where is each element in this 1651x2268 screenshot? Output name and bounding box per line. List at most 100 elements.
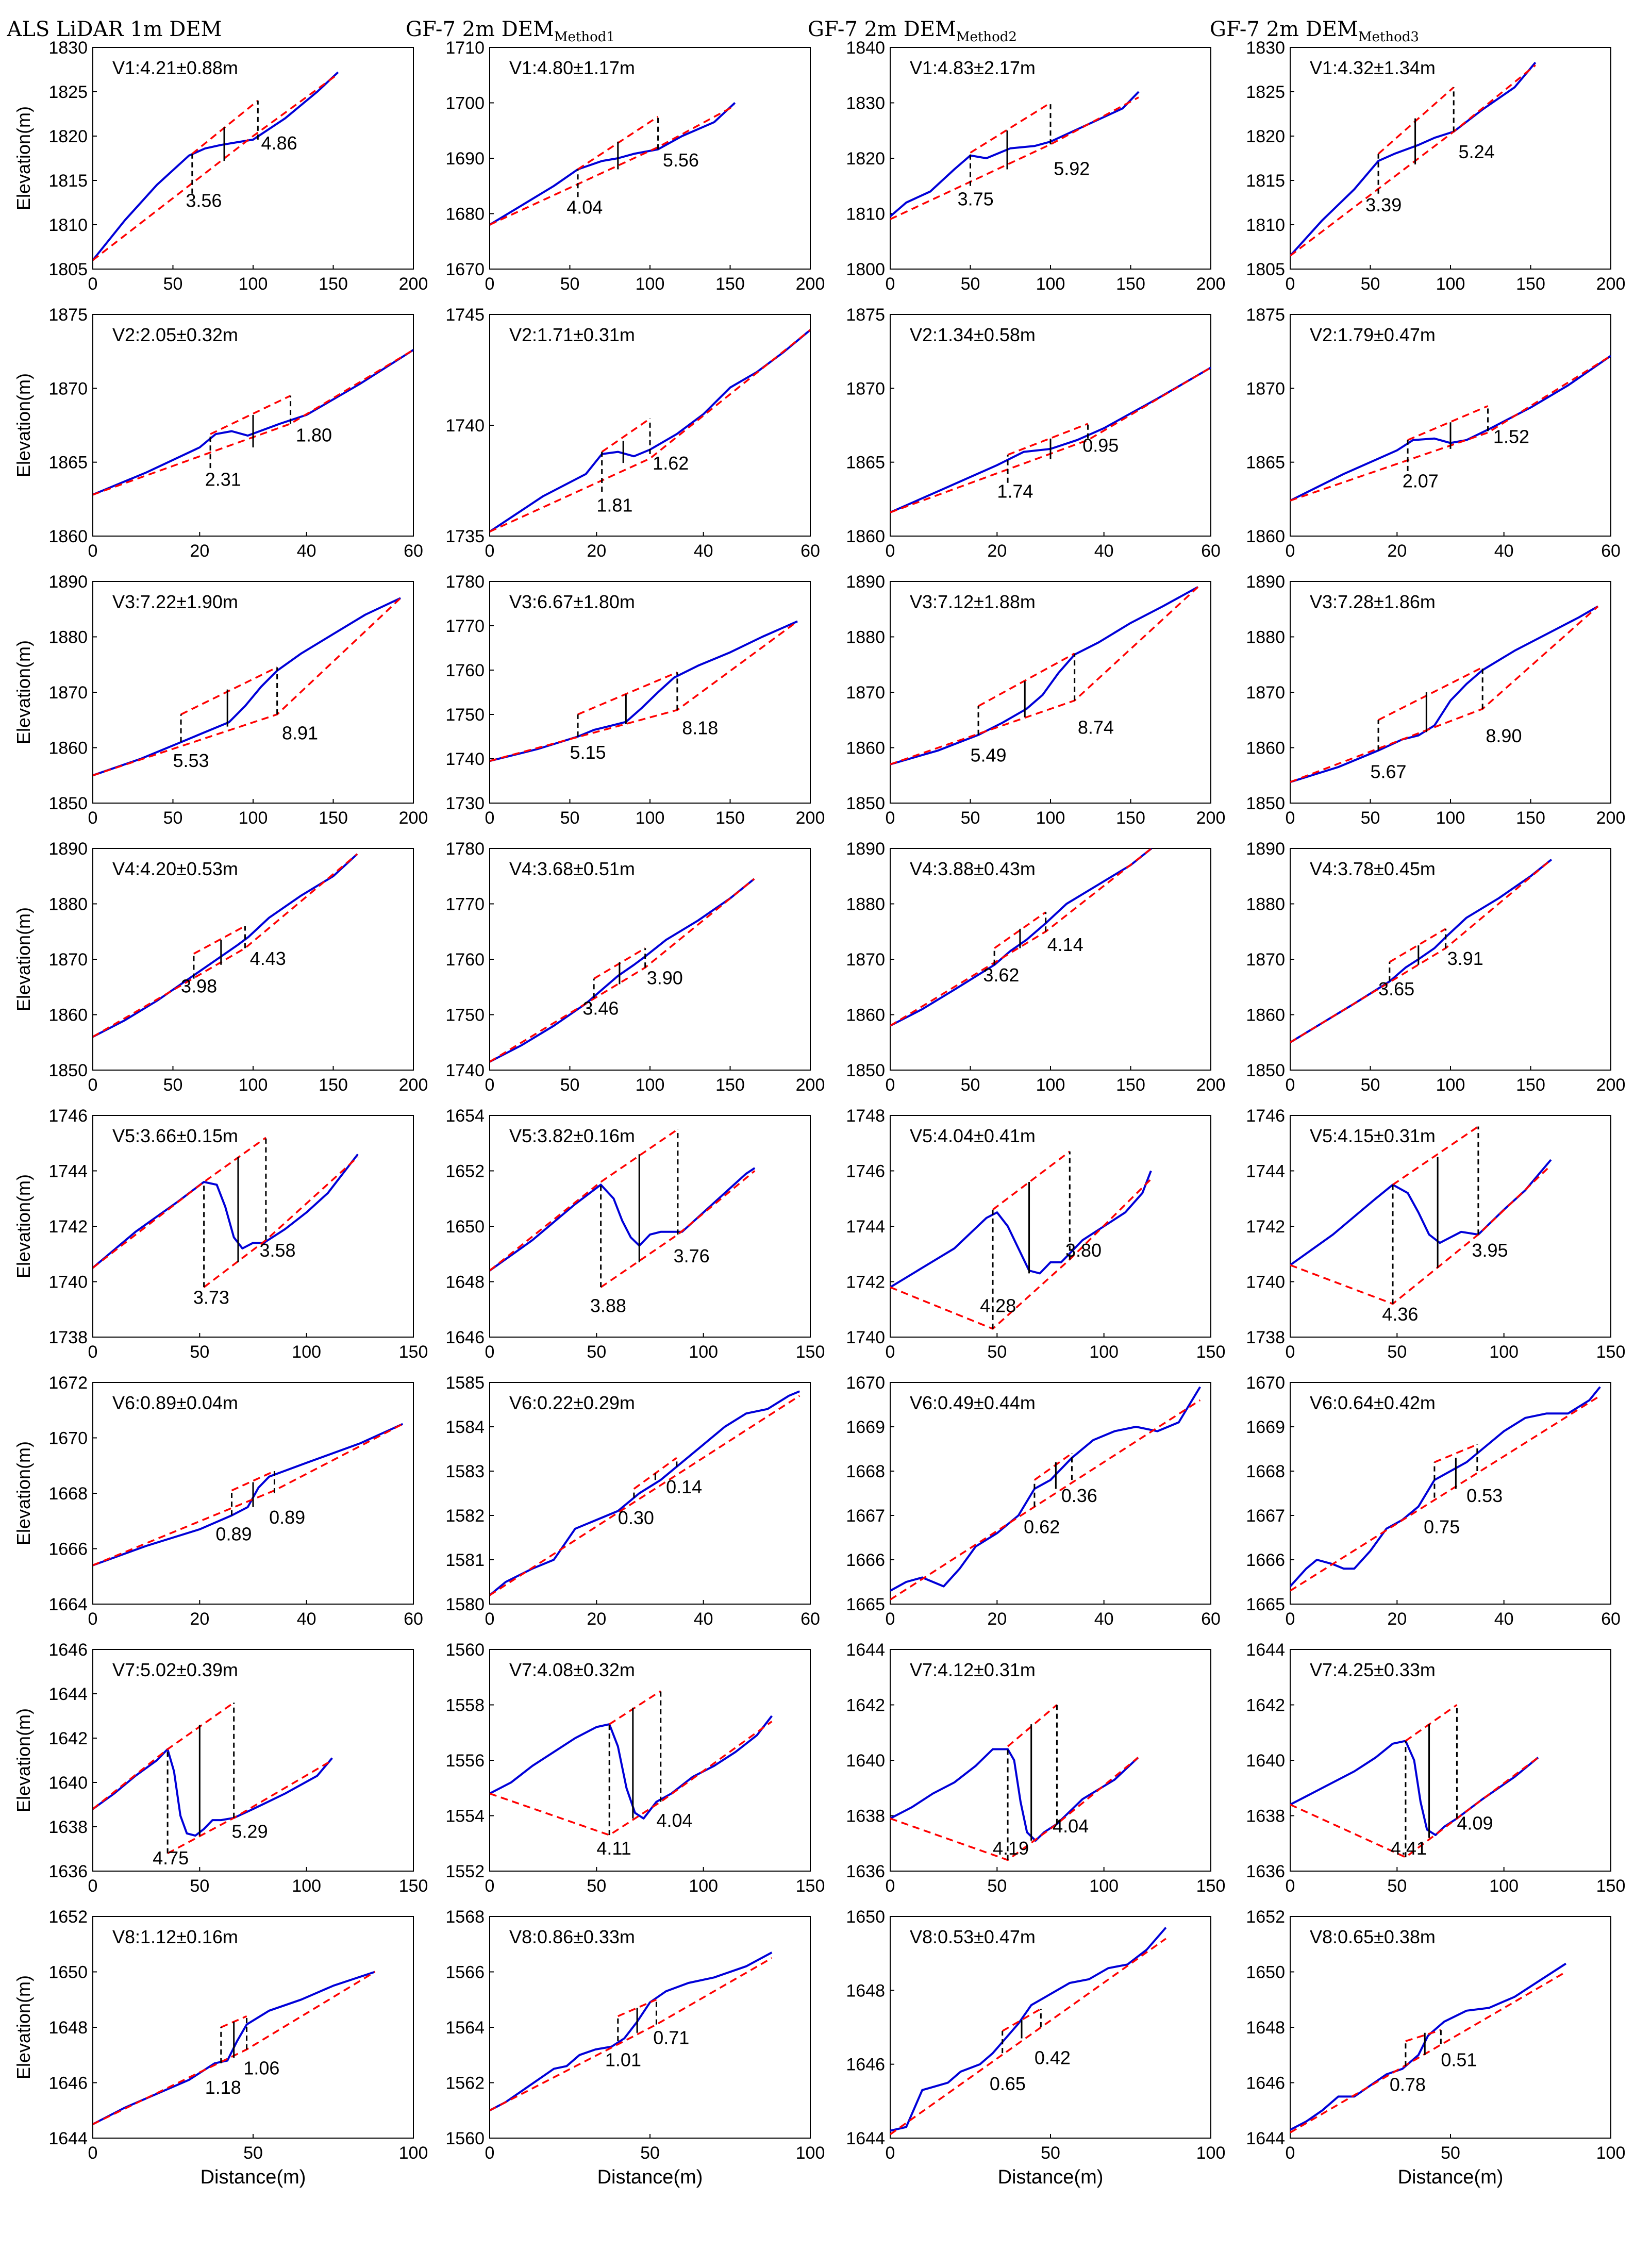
x-tick-label: 150: [1596, 1342, 1626, 1362]
y-tick-label: 1648: [1246, 2018, 1285, 2038]
offset-annotation: 4.36: [1382, 1304, 1418, 1325]
axes-frame: [92, 1916, 414, 2139]
axes-frame: [1290, 581, 1611, 804]
offset-annotation: 4.28: [980, 1295, 1016, 1316]
axes-frame: [890, 314, 1211, 537]
y-tick-label: 1745: [445, 305, 485, 325]
plot-area: [93, 1137, 359, 1288]
y-tick-label: 1860: [48, 1006, 88, 1025]
y-axis-label: Elevation(m): [13, 1441, 34, 1545]
y-tick-label: 1870: [48, 950, 88, 970]
panel-v8-col4: 0 50 100 1644 1646 1648 1650 1652 Distance(m) V8:…: [1246, 1907, 1625, 2188]
x-tick-label: 50: [1441, 2143, 1460, 2163]
x-axis-label: Distance(m): [1398, 2166, 1504, 2188]
axes-frame: [489, 848, 811, 1071]
x-tick-label: 50: [1387, 1876, 1407, 1896]
y-tick-label: 1666: [48, 1540, 88, 1559]
fit-line-upper: [231, 1470, 275, 1492]
offset-annotation: 4.14: [1047, 934, 1083, 955]
x-tick-label: 100: [1036, 808, 1065, 828]
y-tick-label: 1875: [48, 305, 88, 325]
axes-frame: [92, 47, 414, 270]
x-tick-label: 100: [1436, 808, 1465, 828]
fit-line-lower: [490, 329, 810, 532]
offset-annotation: 0.36: [1061, 1485, 1097, 1506]
y-tick-label: 1890: [1246, 839, 1285, 859]
y-tick-label: 1640: [846, 1751, 885, 1771]
x-tick-label: 0: [886, 1876, 895, 1896]
panel-label: V8:0.53±0.47m: [910, 1926, 1036, 1947]
y-tick-label: 1560: [445, 2129, 485, 2148]
x-tick-label: 0: [485, 1342, 495, 1362]
y-tick-label: 1880: [846, 895, 885, 914]
offset-annotation: 5.24: [1459, 141, 1495, 162]
y-tick-label: 1554: [445, 1807, 485, 1826]
x-tick-label: 200: [796, 274, 825, 294]
x-tick-label: 150: [1596, 1876, 1626, 1896]
y-tick-label: 1880: [48, 628, 88, 647]
x-tick-label: 0: [1286, 1342, 1295, 1362]
panel-label: V2:1.34±0.58m: [910, 324, 1036, 345]
x-tick-label: 100: [239, 808, 268, 828]
offset-annotation: 0.30: [618, 1507, 654, 1528]
y-tick-label: 1646: [48, 2074, 88, 2093]
plot-area: [1290, 1704, 1539, 1859]
x-tick-label: 150: [399, 1876, 428, 1896]
y-tick-label: 1644: [48, 1685, 88, 1704]
y-tick-label: 1738: [1246, 1328, 1285, 1347]
x-tick-label: 50: [987, 1342, 1007, 1362]
y-tick-label: 1744: [1246, 1162, 1285, 1181]
x-tick-label: 150: [715, 1075, 745, 1095]
y-tick-label: 1552: [445, 1862, 485, 1881]
offset-annotation: 4.04: [656, 1810, 692, 1831]
y-axis-label: Elevation(m): [13, 1708, 34, 1812]
panel-label: V1:4.80±1.17m: [509, 57, 635, 78]
fit-line-upper: [1002, 2008, 1042, 2032]
panel-v2-col4: 0 20 40 60 1860 1865 1870 1875 V2:1.79±0.47m 2.07…: [1246, 305, 1621, 561]
y-tick-label: 1746: [1246, 1106, 1285, 1126]
y-tick-label: 1860: [846, 739, 885, 758]
plot-area: [1290, 1126, 1552, 1305]
x-tick-label: 150: [1516, 274, 1545, 294]
y-tick-label: 1644: [846, 1640, 885, 1660]
x-tick-label: 20: [1387, 541, 1407, 561]
axes-frame: [1290, 848, 1611, 1071]
y-tick-label: 1740: [445, 749, 485, 769]
panel-label: V3:7.12±1.88m: [910, 591, 1036, 612]
panel-v1-col3: 0 50 100 150 200 1800 1810 1820 1830 1840 V1:4.83±…: [846, 38, 1225, 294]
fit-line-upper: [992, 1150, 1071, 1211]
x-tick-label: 50: [190, 1876, 209, 1896]
panel-v4-col2: 0 50 100 150 200 1740 1750 1760 1770 1780 V4:3.68±…: [445, 839, 825, 1095]
panel-v6-col1: 0 20 40 60 1664 1666 1668 1670 1672 Elevation(m) V…: [13, 1373, 423, 1629]
y-tick-label: 1646: [1246, 2074, 1285, 2093]
plot-area: [890, 1150, 1152, 1330]
plot-area: [890, 1386, 1202, 1600]
y-tick-label: 1870: [48, 379, 88, 398]
y-tick-label: 1584: [445, 1418, 485, 1437]
x-tick-label: 150: [796, 1876, 825, 1896]
panel-v8-col2: 0 50 100 1560 1562 1564 1566 1568 Distance(m) V8:…: [445, 1907, 825, 2188]
panel-v4-col3: 0 50 100 150 200 1850 1860 1870 1880 1890 V4:3.88±…: [846, 839, 1225, 1095]
offset-annotation: 0.89: [269, 1507, 305, 1528]
axes-frame: [1290, 1115, 1611, 1338]
x-tick-label: 60: [801, 1609, 820, 1629]
x-tick-label: 100: [689, 1342, 718, 1362]
fit-line-upper: [180, 666, 278, 715]
x-tick-label: 100: [239, 1075, 268, 1095]
offset-annotation: 0.71: [653, 2027, 689, 2048]
plot-area: [1290, 355, 1611, 502]
x-tick-label: 100: [689, 1876, 718, 1896]
x-tick-label: 50: [560, 274, 580, 294]
y-tick-label: 1556: [445, 1751, 485, 1771]
y-tick-label: 1742: [48, 1217, 88, 1237]
fit-line-lower: [490, 105, 736, 226]
x-tick-label: 20: [1387, 1609, 1407, 1629]
x-tick-label: 0: [886, 1609, 895, 1629]
plot-area: [890, 848, 1153, 1027]
axes-frame: [1290, 47, 1611, 270]
y-tick-label: 1670: [48, 1429, 88, 1448]
profile-line: [93, 71, 339, 261]
x-tick-label: 200: [1196, 1075, 1226, 1095]
panel-v1-col4: 0 50 100 150 200 1805 1810 1815 1820 1825 1830 V1:4…: [1246, 38, 1625, 294]
y-tick-label: 1585: [445, 1373, 485, 1393]
